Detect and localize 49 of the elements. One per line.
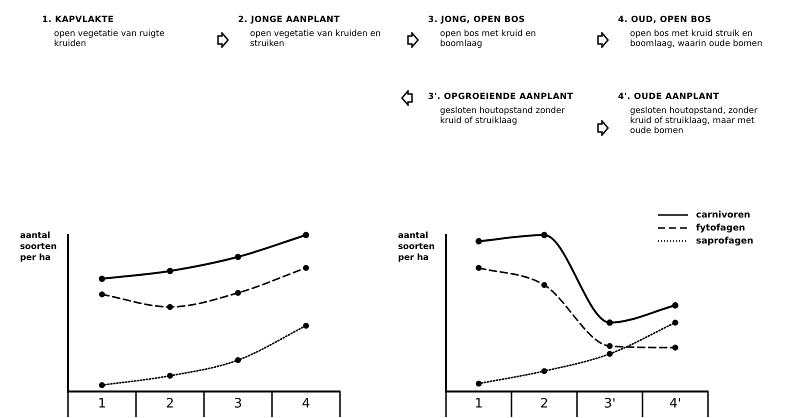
text: 1. KAPVLAKTE — [42, 15, 115, 25]
point — [303, 322, 309, 329]
x-tick-label: 1 — [474, 396, 483, 412]
x-tick-label: 3' — [604, 396, 616, 412]
point — [672, 320, 678, 326]
point — [166, 268, 174, 274]
text: 4. OUD, OPEN BOS — [618, 15, 712, 25]
point — [541, 232, 548, 238]
text: gesloten houtopstand, zonder kruid of struiklaag, maar met oude bomen — [629, 106, 758, 136]
point — [303, 264, 309, 271]
x-tick-label: 1 — [98, 396, 106, 412]
point — [235, 290, 241, 296]
text: gesloten houtopstand zonder kruid of struiklaag — [439, 106, 566, 126]
legend-label: carnivoren — [696, 210, 750, 220]
point — [234, 254, 242, 260]
x-tick-label: 2 — [166, 396, 174, 412]
point — [672, 302, 678, 309]
point — [98, 276, 106, 282]
text: open bos met kruid en boomlaag — [439, 29, 538, 49]
point — [606, 350, 613, 357]
point — [302, 232, 310, 238]
point — [672, 344, 678, 351]
x-tick-label: 4 — [302, 396, 310, 412]
x-tick-label: 4' — [669, 396, 682, 412]
point — [167, 304, 173, 310]
text: open vegetatie van kruiden en struiken — [249, 29, 382, 49]
text: 3. JONG, OPEN BOS — [428, 15, 526, 25]
legend-label: fytofagen — [696, 223, 746, 234]
point — [476, 238, 482, 244]
text: open vegetatie van ruigte kruiden — [53, 29, 166, 49]
text: open bos met kruid struik en boomlaag, waarin oude bomen — [629, 29, 764, 49]
text: 3'. OPGROEIENDE AANPLANT — [428, 92, 574, 102]
y-axis-title: aantal soorten per ha — [20, 231, 58, 264]
text: 2. JONGE AANPLANT — [238, 15, 341, 25]
x-tick-label: 2 — [540, 396, 548, 412]
point — [476, 380, 482, 387]
x-tick-label: 3 — [234, 396, 242, 412]
text: 4'. OUDE AANPLANT — [618, 92, 720, 102]
legend-label: saprofagen — [696, 236, 754, 246]
y-axis-title: aantal soorten per ha — [398, 231, 436, 264]
point — [541, 282, 548, 288]
point — [99, 382, 105, 388]
point — [99, 291, 105, 298]
point — [476, 264, 482, 271]
point — [235, 357, 241, 364]
point — [167, 372, 173, 379]
point — [606, 319, 613, 326]
point — [606, 343, 613, 350]
point — [541, 368, 548, 374]
